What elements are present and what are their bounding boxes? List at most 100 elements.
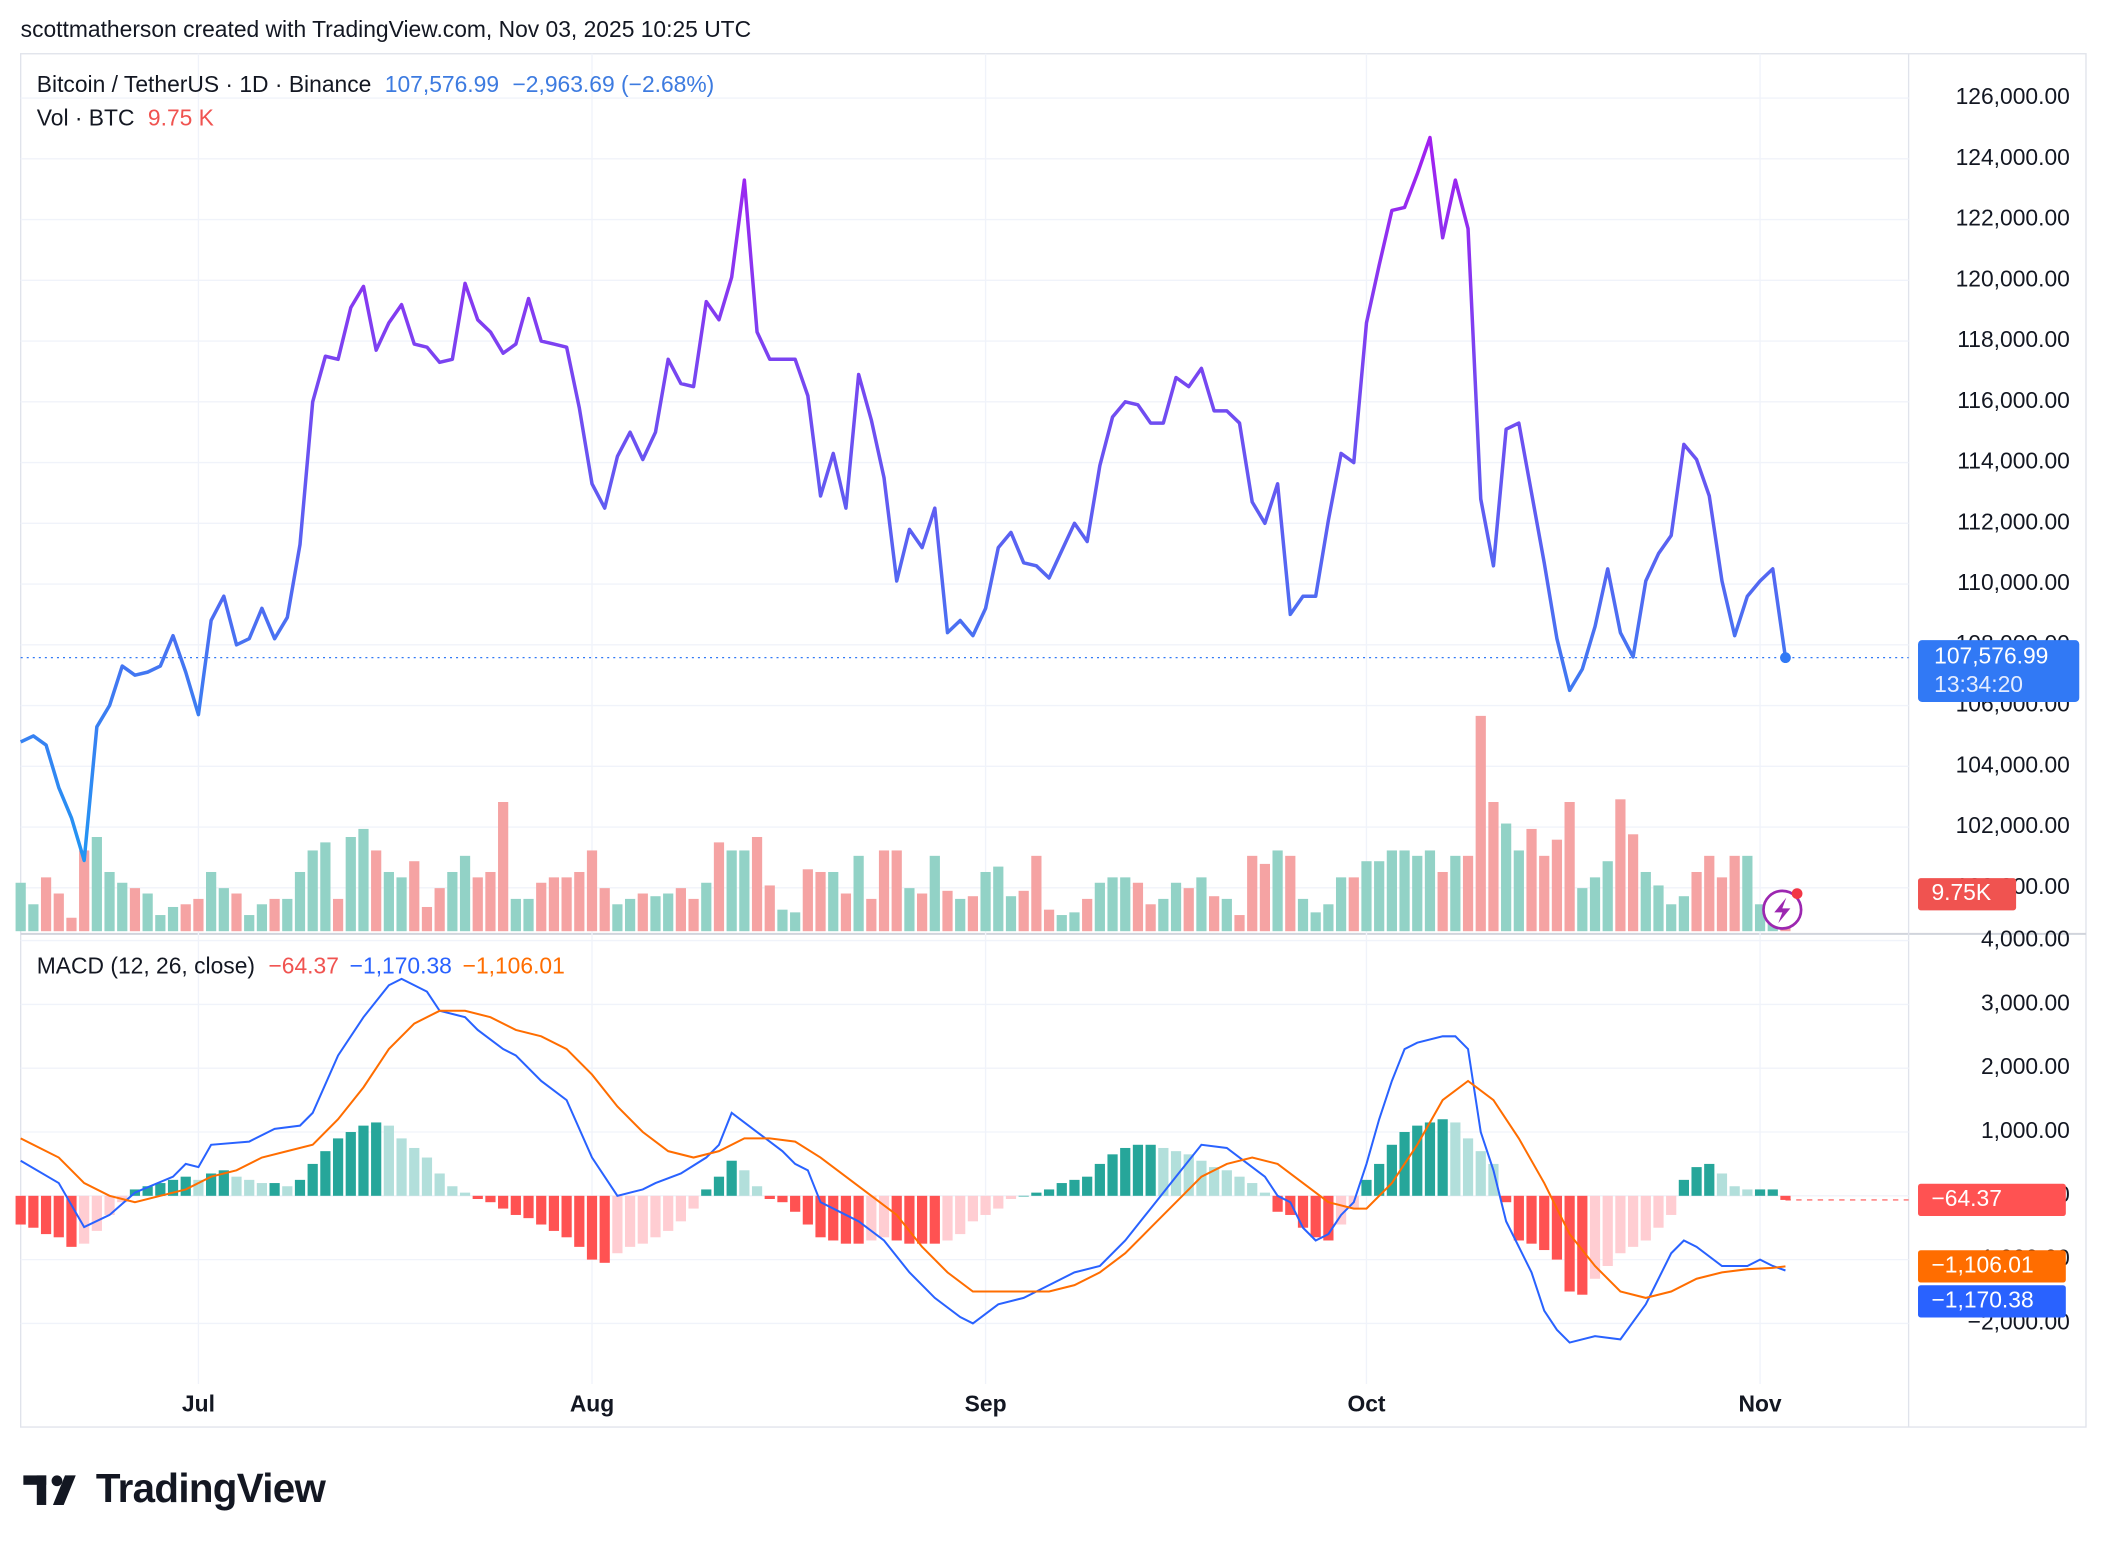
histogram-bar	[1386, 1144, 1397, 1196]
histogram-bar	[828, 1195, 839, 1241]
volume-last: 9.75 K	[148, 105, 214, 131]
volume-bar	[383, 871, 394, 932]
histogram-bar	[91, 1195, 102, 1231]
volume-bar	[1551, 839, 1563, 932]
y-tick-label: 102,000.00	[1956, 812, 2070, 838]
volume-bar	[1170, 882, 1182, 932]
histogram-bar	[1043, 1189, 1055, 1196]
macd-legend: MACD (12, 26, close) −64.37 −1,170.38 −1,10…	[37, 953, 565, 979]
volume-bar	[1564, 802, 1575, 932]
histogram-bar	[1666, 1195, 1677, 1215]
symbol-title: Bitcoin / TetherUS · 1D · Binance	[37, 71, 372, 97]
volume-bar	[409, 861, 420, 932]
volume-bar	[1475, 715, 1486, 932]
histogram-bar	[1158, 1147, 1169, 1196]
histogram-bar	[180, 1176, 191, 1196]
volume-bar	[1094, 882, 1105, 932]
histogram-bar	[891, 1195, 902, 1241]
histogram-bar	[104, 1195, 115, 1215]
logo-icon	[23, 1475, 76, 1505]
histogram-bar	[1526, 1195, 1537, 1244]
histogram-bar	[206, 1173, 217, 1196]
histogram-bar	[40, 1195, 52, 1235]
last-price: 107,576.99	[385, 71, 499, 97]
volume-bar	[650, 896, 661, 932]
volume-bar	[256, 904, 268, 932]
y-tick-label: 120,000.00	[1956, 265, 2070, 291]
histogram-bar	[294, 1179, 306, 1196]
volume-bar	[40, 877, 52, 932]
histogram-bar	[574, 1195, 585, 1247]
histogram-bar	[701, 1189, 712, 1196]
volume-bar	[523, 898, 534, 932]
volume-bar	[510, 898, 521, 932]
volume-bar	[561, 877, 572, 932]
x-tick-label: Nov	[1738, 1391, 1781, 1417]
histogram-bar	[1374, 1163, 1385, 1196]
volume-bar	[1437, 871, 1448, 932]
histogram-bar	[1539, 1195, 1550, 1251]
histogram-bar	[1082, 1176, 1093, 1196]
histogram-bar	[523, 1195, 534, 1219]
histogram-bar	[1107, 1154, 1118, 1196]
histogram-bar	[840, 1195, 852, 1244]
volume-bar	[1145, 904, 1156, 932]
volume-bar	[1272, 850, 1283, 932]
volume-bar	[726, 850, 737, 932]
histogram-bar	[218, 1170, 229, 1196]
volume-bar	[1082, 898, 1093, 932]
volume-bar	[485, 871, 496, 932]
histogram-bar	[967, 1195, 979, 1222]
histogram-bar	[1120, 1147, 1131, 1196]
volume-bar	[1754, 904, 1766, 932]
volume-bar	[28, 904, 39, 932]
histogram-bar	[1285, 1195, 1296, 1215]
histogram-bar	[396, 1138, 407, 1196]
volume-bar	[586, 850, 598, 932]
volume-bar	[1018, 890, 1029, 932]
volume-bar	[459, 855, 471, 932]
histogram-bar	[663, 1195, 674, 1231]
y-tick-label: 116,000.00	[1957, 387, 2070, 413]
volume-bar	[1399, 850, 1410, 932]
x-tick-label: Jul	[182, 1391, 215, 1417]
volume-bar	[1615, 799, 1626, 932]
histogram-bar	[371, 1122, 382, 1196]
histogram-bar	[231, 1176, 242, 1196]
histogram-bar	[777, 1195, 788, 1203]
volume-bar	[790, 912, 801, 932]
y-tick-label: 122,000.00	[1956, 205, 2070, 231]
volume-bar	[1247, 855, 1258, 932]
histogram-bar	[53, 1195, 64, 1238]
volume-bar	[1234, 915, 1245, 932]
histogram-bar	[1640, 1195, 1651, 1241]
histogram-bar	[1272, 1195, 1283, 1212]
volume-bar	[1005, 896, 1017, 932]
volume-bar	[1132, 882, 1144, 932]
volume-bar	[853, 855, 864, 932]
value-tag-label: −1,170.38	[1931, 1286, 2033, 1312]
y-tick-label: 3,000.00	[1981, 989, 2070, 1015]
histogram-bar	[866, 1195, 877, 1241]
volume-bar	[1589, 877, 1601, 932]
histogram-bar	[1412, 1125, 1423, 1196]
volume-bar	[993, 866, 1004, 932]
volume-bar	[104, 871, 115, 932]
volume-bar	[891, 850, 902, 932]
histogram-bar	[1742, 1189, 1753, 1196]
volume-tag	[1918, 878, 2017, 911]
volume-bar	[117, 882, 128, 932]
histogram-bar	[1767, 1189, 1778, 1196]
histogram-bar	[802, 1195, 813, 1225]
x-tick-label: Aug	[570, 1391, 614, 1417]
histogram-bar	[1005, 1195, 1017, 1200]
volume-bar	[929, 855, 940, 932]
volume-legend: Vol · BTC 9.75 K	[37, 105, 214, 131]
histogram-bar	[1247, 1183, 1258, 1196]
histogram-bar	[498, 1195, 509, 1209]
volume-bar	[180, 904, 191, 932]
histogram-bar	[624, 1195, 636, 1247]
volume-bar	[1501, 823, 1512, 932]
